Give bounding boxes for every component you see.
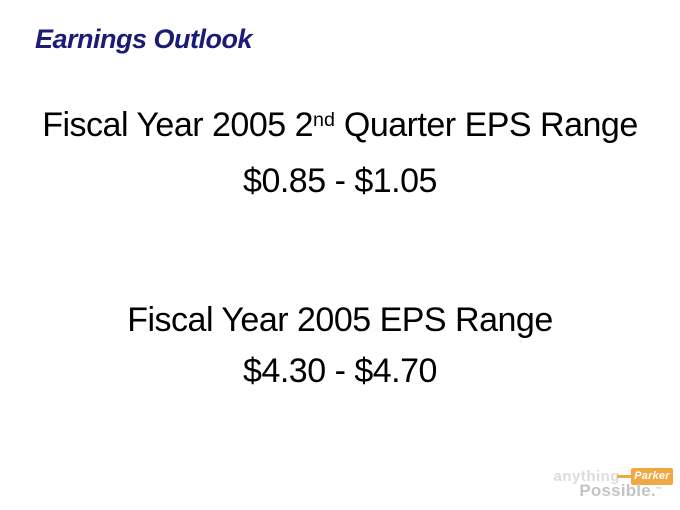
logo-tagline-bottom: Possible. <box>579 481 656 500</box>
logo-tagline-top: anything <box>553 467 620 485</box>
fy-eps-section: Fiscal Year 2005 EPS Range $4.30 - $4.70 <box>0 295 680 397</box>
parker-brand-text: Parker <box>634 470 670 482</box>
q2-eps-heading: Fiscal Year 2005 2nd Quarter EPS Range <box>0 100 680 156</box>
parker-brand-badge: Parker <box>631 467 673 485</box>
q2-eps-heading-suffix: Quarter EPS Range <box>334 106 638 144</box>
slide-title: Earnings Outlook <box>35 24 253 54</box>
fy-eps-heading: Fiscal Year 2005 EPS Range <box>127 301 553 339</box>
q2-eps-range-value: $0.85 - $1.05 <box>243 162 437 200</box>
fy-eps-range-value: $4.30 - $4.70 <box>243 352 437 390</box>
parker-logo: anything Parker Possible.™ <box>551 467 673 504</box>
logo-dash <box>617 474 631 478</box>
ordinal-superscript: nd <box>313 108 335 131</box>
parker-logo-bottom-row: Possible.™ <box>551 482 673 504</box>
trademark-symbol: ™ <box>655 486 662 493</box>
q2-eps-heading-prefix: Fiscal Year 2005 2 <box>42 106 313 144</box>
q2-eps-section: Fiscal Year 2005 2nd Quarter EPS Range $… <box>0 100 680 207</box>
parker-logo-top-row: anything Parker <box>551 467 673 485</box>
